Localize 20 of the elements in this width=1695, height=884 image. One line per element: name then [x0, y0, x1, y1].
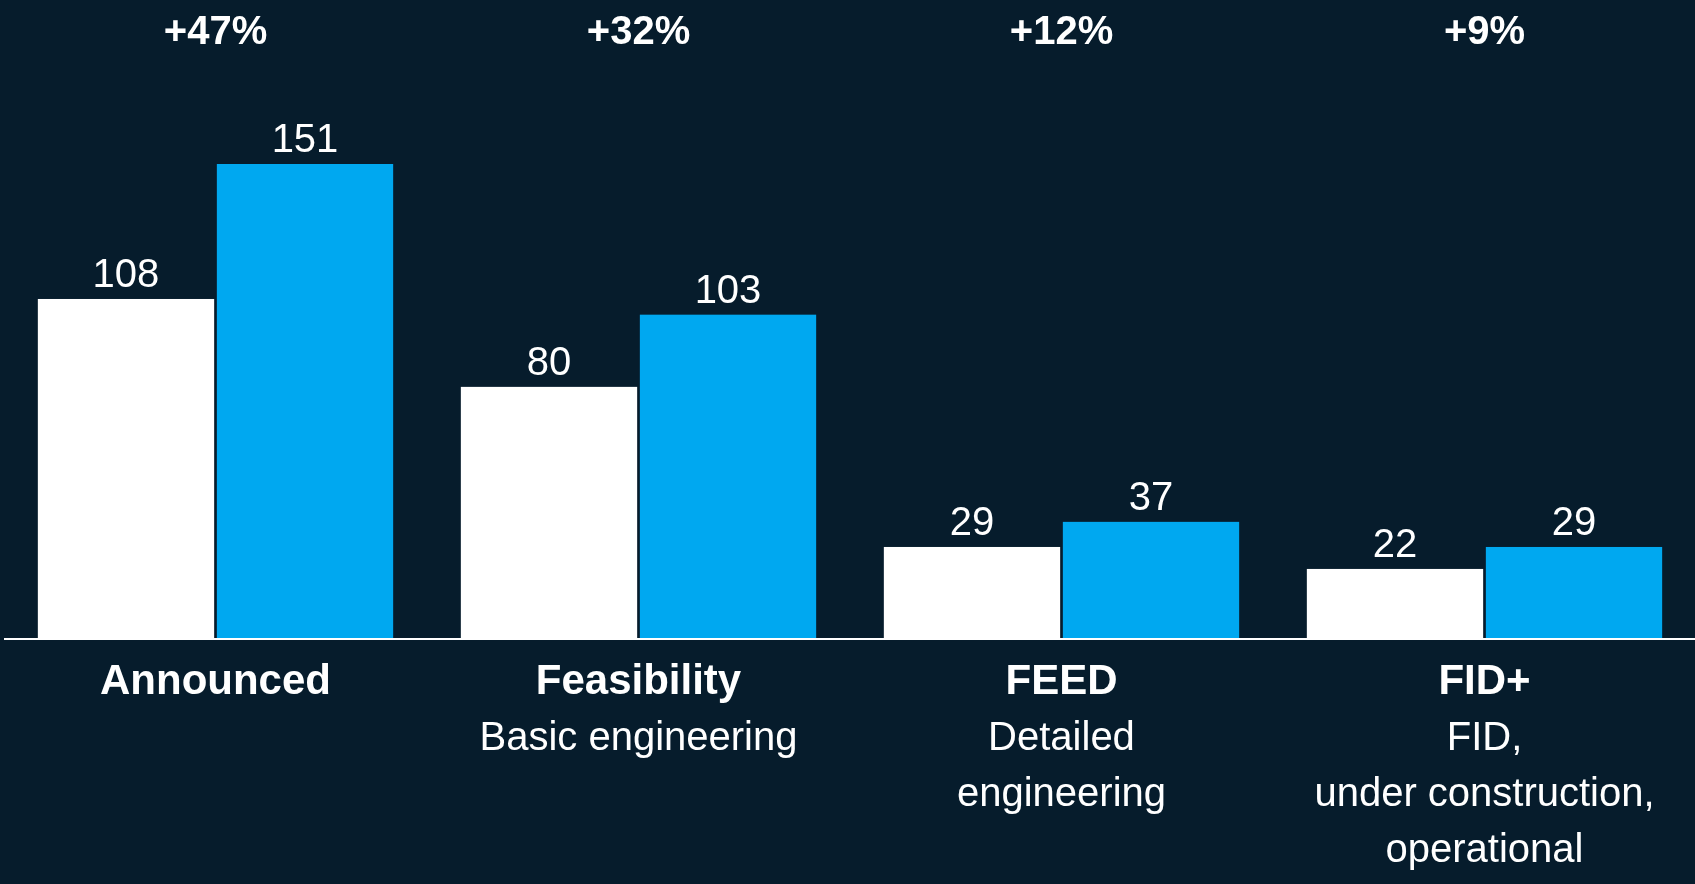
text: +47% [163, 8, 268, 52]
data-label: 29 [949, 498, 995, 543]
x-tick-label: FID+ FID, under construction, operational [1314, 656, 1655, 870]
x-tick-label: Announced [100, 656, 331, 703]
data-label: 80 [526, 338, 572, 383]
data-label: 37 [1128, 473, 1174, 518]
bar [216, 164, 394, 638]
bar [1062, 521, 1240, 638]
data-label: 103 [694, 266, 762, 311]
text: +32% [586, 8, 691, 52]
data-label: 29 [1551, 498, 1597, 543]
x-tick-label: Feasibility Basic engineering [479, 656, 798, 758]
data-label: 108 [92, 250, 160, 295]
data-label: 151 [271, 116, 339, 160]
x-tick-label: FEED Detailed engineering [956, 656, 1167, 814]
text: +12% [1009, 8, 1114, 52]
bar [1485, 546, 1663, 638]
data-label: 22 [1372, 520, 1418, 565]
bar [639, 314, 817, 638]
text: +9% [1443, 8, 1526, 52]
